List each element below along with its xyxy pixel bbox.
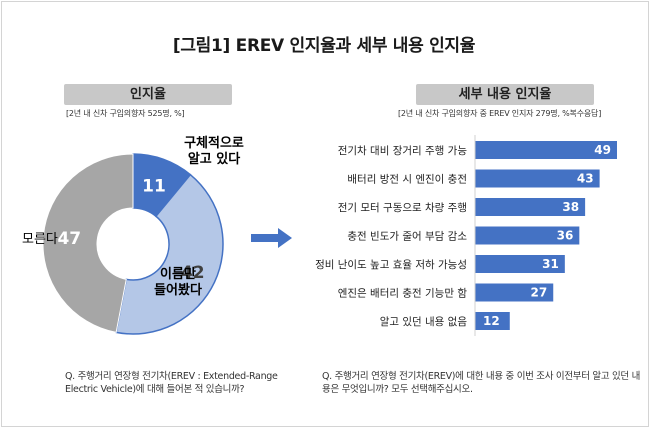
bar-value-label: 49 xyxy=(594,143,611,157)
bar-value-label: 27 xyxy=(531,286,548,300)
awareness-header: 인지율 xyxy=(64,84,232,105)
donut-value-label: 11 xyxy=(142,177,166,197)
detail-sample-note: [2년 내 신차 구입의향자 중 EREV 인지자 279명, %복수응답] xyxy=(398,109,602,118)
bar-value-label: 36 xyxy=(557,229,574,243)
bar xyxy=(475,226,580,245)
awareness-question: Q. 주행거리 연장형 전기차(EREV : Extended-Range El… xyxy=(65,371,278,395)
bar-value-label: 12 xyxy=(483,314,500,328)
donut-slice xyxy=(115,173,224,335)
bar-category-label: 배터리 방전 시 엔진이 충전 xyxy=(347,174,467,186)
donut-category-label: 이름만 xyxy=(160,266,196,282)
bar-category-label: 엔진은 배터리 충전 기능만 함 xyxy=(338,288,468,300)
donut-value-label: 47 xyxy=(57,229,81,249)
donut-category-label: 들어봤다 xyxy=(154,282,202,298)
detail-awareness-header: 세부 내용 인지율 xyxy=(416,84,594,105)
bar-value-label: 38 xyxy=(562,200,579,214)
donut-value-label: 42 xyxy=(181,263,205,283)
bar-category-label: 충전 빈도가 줄어 부담 감소 xyxy=(347,231,467,243)
bar-category-label: 정비 난이도 높고 효율 저하 가능성 xyxy=(315,258,467,271)
bar-value-label: 31 xyxy=(542,257,559,271)
right-arrow-icon xyxy=(251,228,292,248)
bar xyxy=(475,198,586,216)
bar-value-label: 43 xyxy=(577,172,594,186)
bar-category-label: 알고 있던 내용 없음 xyxy=(380,315,468,328)
donut-category-label: 모른다 xyxy=(22,232,58,247)
awareness-sample-note: [2년 내 신차 구입의향자 525명, %] xyxy=(66,109,185,118)
bar xyxy=(475,141,617,159)
donut-slice xyxy=(42,153,134,333)
bar-category-label: 전기 모터 구동으로 차량 주행 xyxy=(338,202,467,214)
bar xyxy=(475,255,565,273)
figure-title: [그림1] EREV 인지율과 세부 내용 인지율 xyxy=(172,36,476,56)
donut-category-label: 구체적으로 xyxy=(184,135,244,151)
bar xyxy=(475,312,510,330)
detail-question: Q. 주행거리 연장형 전기차(EREV)에 대한 내용 중 이번 조사 이전부… xyxy=(322,371,641,395)
bar xyxy=(475,283,554,302)
bar xyxy=(475,169,600,188)
donut-category-label: 알고 있다 xyxy=(188,151,240,167)
bar-category-label: 전기차 대비 장거리 주행 가능 xyxy=(338,145,468,157)
